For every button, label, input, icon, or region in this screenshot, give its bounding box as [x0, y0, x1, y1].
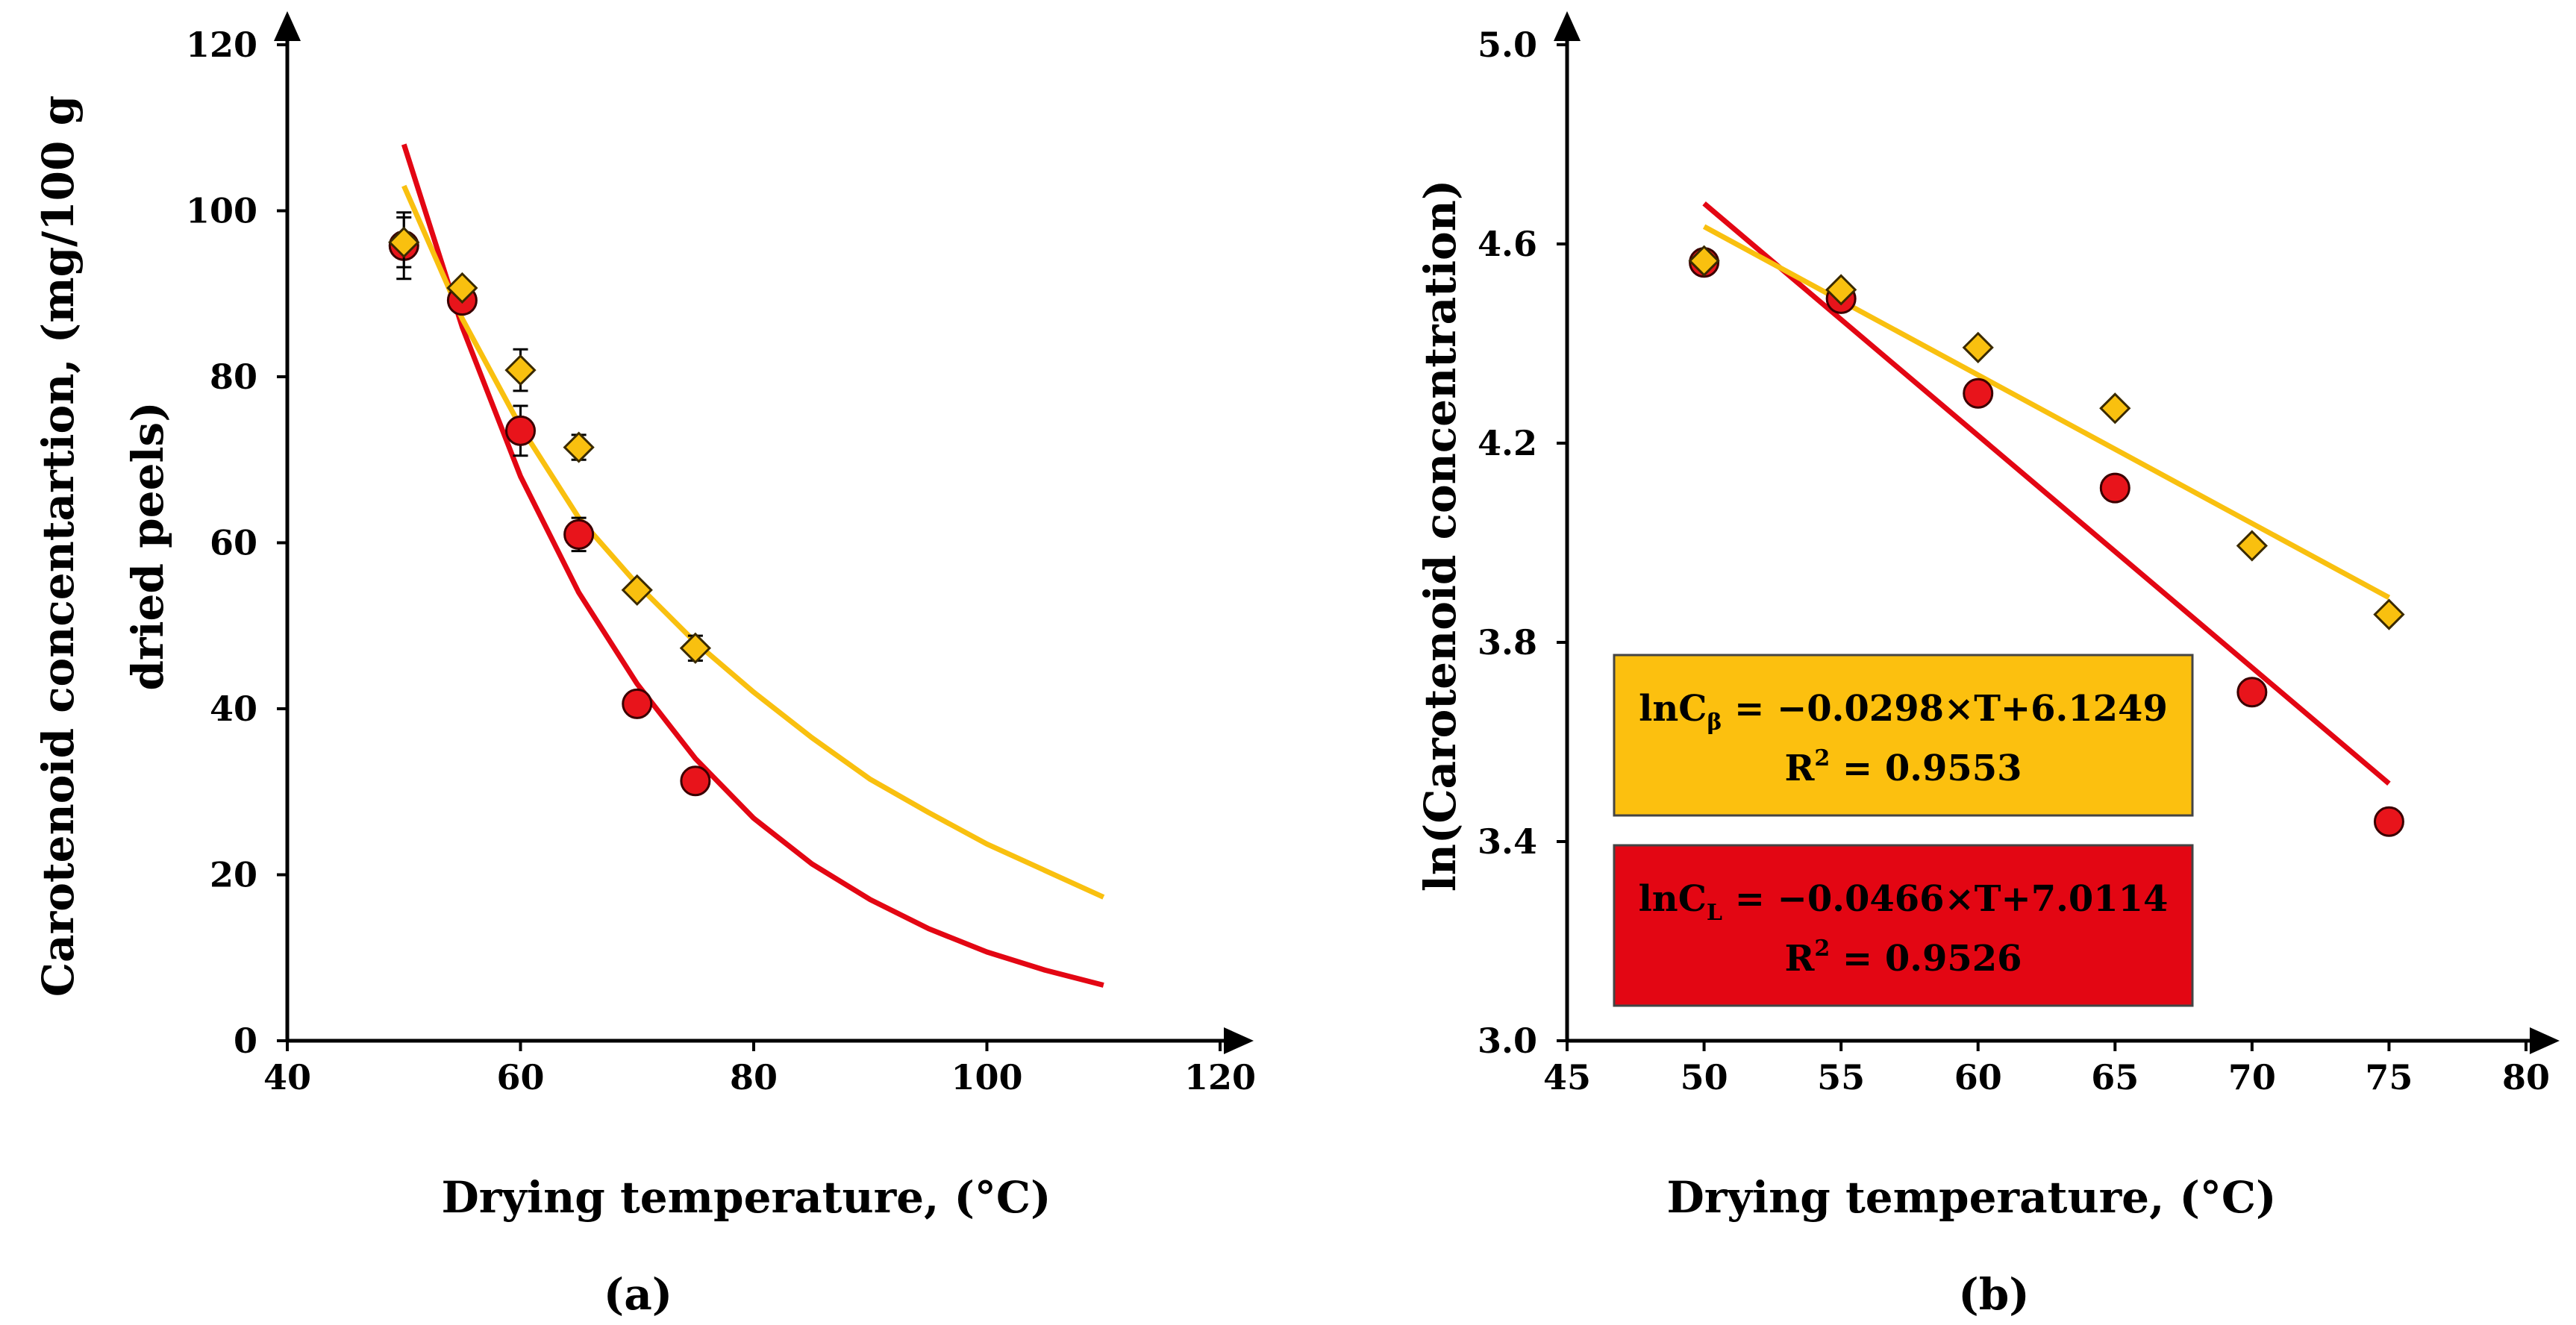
panel-b-point-lycopene-l [1963, 378, 1994, 409]
panel-a-axes: 40 60 80 100 120 0 20 40 60 80 100 120 [186, 11, 1256, 1097]
panel-a-y-tick-label: 20 [210, 855, 257, 895]
panel-a-x-tick-label: 60 [496, 1057, 544, 1097]
panel-a-series [388, 143, 1105, 988]
panel-b-point-carotene [1962, 331, 1994, 363]
panel-a-x-tick-label: 100 [951, 1057, 1022, 1097]
panel-b-y-tick-label: 5.0 [1478, 25, 1537, 65]
panel-a-y-axis-title-line2: dried peels) [122, 401, 173, 690]
panel-b-x-tick-label: 45 [1543, 1057, 1591, 1097]
panel-a-y-tick-label: 40 [210, 689, 257, 729]
panel-a-x-axis-title: Drying temperature, (°C) [441, 1172, 1051, 1223]
panel-a-label: (a) [604, 1269, 672, 1320]
panel-b-label: (b) [1958, 1269, 2029, 1320]
panel-b-point-carotene [2099, 392, 2131, 425]
panel-b-x-axis-arrow [2530, 1027, 2560, 1054]
panel-b-line-lycopene-fit [1702, 201, 2391, 786]
panel-b-y-tick-label: 4.6 [1478, 224, 1537, 264]
r-squared-line: R2 = 0.9553 [1784, 745, 2022, 789]
panel-a-lycopene-carotene-decay: 40 60 80 100 120 0 20 40 60 80 100 120 Drying tempe… [33, 11, 1256, 1320]
equation-line: lnCL = −0.0466×T+7.0114 [1639, 878, 2169, 926]
panel-a-x-tick-label: 80 [730, 1057, 778, 1097]
panel-b-y-axis-title: ln(Carotenoid concentration) [1415, 180, 1466, 892]
panel-b-point-carotene [2236, 530, 2268, 562]
panel-b-y-tick-label: 4.2 [1478, 423, 1537, 463]
panel-a-point-experimental-lycopene [505, 415, 536, 446]
panel-b-axes: 45 50 55 60 65 70 75 80 3.0 3.4 3.8 4.2 4.6 5.0 [1478, 11, 2560, 1097]
panel-b-point-carotene [1825, 274, 1857, 306]
panel-a-y-tick-label: 100 [186, 191, 257, 231]
equation-box-beta-carotene [1613, 654, 2194, 817]
panel-b-point-lycopene-l [2236, 677, 2268, 708]
panel-a-point-experimental-carotene [621, 574, 653, 607]
equation-box-lycopene [1613, 844, 2194, 1007]
panel-b-x-tick-label: 75 [2365, 1057, 2413, 1097]
panel-b-x-tick-label: 80 [2502, 1057, 2550, 1097]
panel-b-ln-concentration-fit: 45 50 55 60 65 70 75 80 3.0 3.4 3.8 4.2 4.6 5.0 lnCβ … [1415, 11, 2560, 1320]
panel-b-y-tick-label: 3.0 [1478, 1021, 1537, 1061]
panel-b-point-lycopene-l [2099, 472, 2130, 504]
panel-a-y-axis-arrow [274, 11, 301, 41]
panel-b-y-tick-label: 3.4 [1478, 821, 1537, 862]
panel-a-point-experimental-carotene [504, 354, 537, 386]
panel-a-point-experimental-carotene [388, 226, 420, 258]
panel-b-x-axis-title: Drying temperature, (°C) [1666, 1172, 2276, 1223]
panel-b-x-tick-label: 50 [1681, 1057, 1728, 1097]
panel-a-point-experimental-lycopene [563, 519, 595, 550]
panel-b-x-tick-label: 55 [1817, 1057, 1865, 1097]
panel-b-x-tick-label: 65 [2091, 1057, 2139, 1097]
r-squared-line: R2 = 0.9526 [1784, 936, 2022, 980]
panel-a-y-tick-label: 120 [186, 25, 257, 65]
panel-b-y-axis-arrow [1554, 11, 1581, 41]
equation-line: lnCβ = −0.0298×T+6.1249 [1639, 688, 2168, 736]
panel-a-point-experimental-lycopene [622, 688, 653, 719]
panel-b-point-lycopene-l [2373, 806, 2404, 837]
panel-b-x-tick-label: 70 [2228, 1057, 2276, 1097]
panel-a-line-predicted-carotene [401, 184, 1105, 900]
panel-a-line-predicted-lycopene [401, 143, 1104, 988]
panel-a-x-tick-label: 40 [263, 1057, 311, 1097]
panel-a-y-axis-title-line1: Carotenoid concentartion, (mg/100 g [33, 95, 84, 997]
panel-b-line-carotene-fit [1702, 224, 2391, 601]
panel-a-point-experimental-carotene [446, 272, 478, 304]
panel-b-point-carotene [1688, 245, 1720, 277]
panel-a-point-experimental-carotene [679, 632, 711, 664]
panel-b-x-tick-label: 60 [1954, 1057, 2002, 1097]
panel-a-y-tick-label: 80 [210, 357, 257, 397]
panel-a-x-axis-arrow [1224, 1027, 1254, 1054]
panel-b-y-tick-label: 3.8 [1478, 622, 1537, 662]
panel-a-x-tick-label: 120 [1184, 1057, 1256, 1097]
panel-a-y-tick-label: 60 [210, 523, 257, 563]
panel-a-point-experimental-carotene [563, 431, 595, 463]
panel-a-y-tick-label: 0 [234, 1021, 257, 1061]
panel-b-point-carotene [2373, 598, 2405, 630]
panel-b-equation-boxes: lnCβ = −0.0298×T+6.1249 R2 = 0.9553 lnCL =… [1613, 654, 2194, 1007]
panel-b-series [1688, 201, 2405, 837]
panel-a-point-experimental-lycopene [680, 765, 711, 797]
